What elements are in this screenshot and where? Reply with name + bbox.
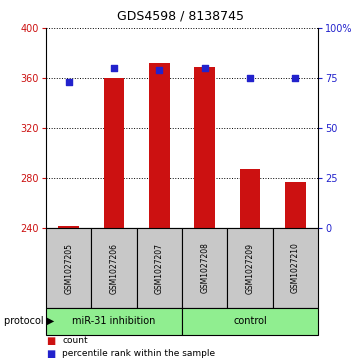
Bar — [149, 63, 170, 228]
Bar — [58, 225, 79, 228]
Point — [292, 75, 298, 81]
Bar — [195, 67, 215, 228]
Text: GSM1027209: GSM1027209 — [245, 242, 255, 294]
Bar — [104, 78, 124, 228]
Bar — [240, 169, 260, 228]
Text: ■: ■ — [46, 348, 55, 359]
Text: GSM1027207: GSM1027207 — [155, 242, 164, 294]
Point — [111, 65, 117, 71]
Text: control: control — [233, 317, 267, 326]
Text: GSM1027208: GSM1027208 — [200, 242, 209, 293]
Text: ■: ■ — [46, 336, 55, 346]
Text: count: count — [62, 337, 88, 346]
Text: percentile rank within the sample: percentile rank within the sample — [62, 349, 216, 358]
Text: miR-31 inhibition: miR-31 inhibition — [72, 317, 156, 326]
Text: GSM1027210: GSM1027210 — [291, 242, 300, 293]
Text: GDS4598 / 8138745: GDS4598 / 8138745 — [117, 9, 244, 22]
Text: GSM1027205: GSM1027205 — [64, 242, 73, 294]
Point — [156, 67, 162, 73]
Text: GSM1027206: GSM1027206 — [109, 242, 118, 294]
Point — [202, 65, 208, 71]
Text: protocol ▶: protocol ▶ — [4, 317, 54, 326]
Bar — [285, 182, 305, 228]
Point — [66, 79, 71, 85]
Point — [247, 75, 253, 81]
